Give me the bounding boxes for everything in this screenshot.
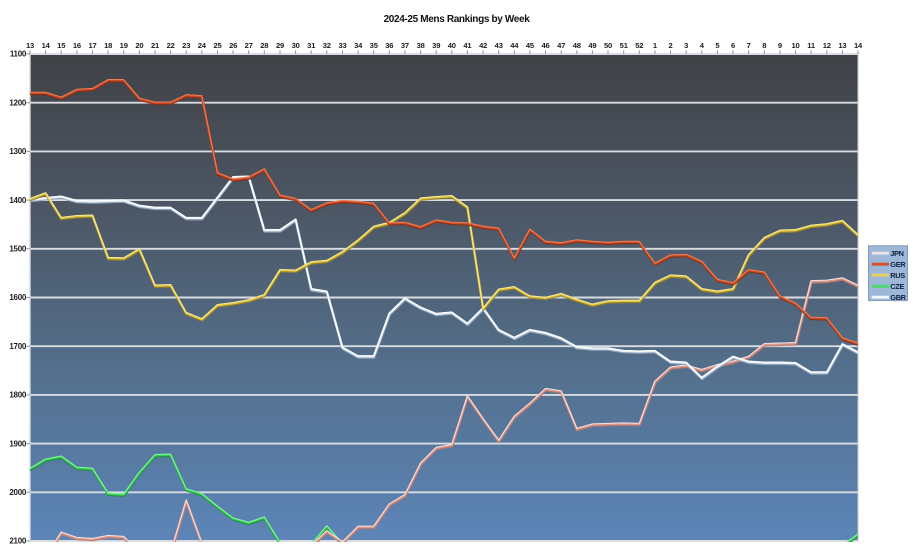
svg-text:3: 3: [684, 41, 688, 50]
svg-text:20: 20: [135, 41, 143, 50]
svg-text:29: 29: [276, 41, 284, 50]
svg-text:18: 18: [104, 41, 112, 50]
svg-text:JPN: JPN: [890, 249, 903, 258]
svg-text:32: 32: [323, 41, 331, 50]
svg-text:39: 39: [432, 41, 440, 50]
svg-text:47: 47: [557, 41, 565, 50]
svg-text:5: 5: [715, 41, 720, 50]
svg-text:49: 49: [588, 41, 596, 50]
svg-text:34: 34: [354, 41, 363, 50]
svg-text:25: 25: [213, 41, 222, 50]
svg-text:21: 21: [151, 41, 160, 50]
svg-text:22: 22: [167, 41, 175, 50]
svg-text:2000: 2000: [9, 488, 26, 497]
svg-text:8: 8: [762, 41, 766, 50]
svg-text:1300: 1300: [9, 147, 26, 156]
svg-text:28: 28: [260, 41, 268, 50]
svg-text:4: 4: [700, 41, 705, 50]
svg-text:13: 13: [26, 41, 34, 50]
svg-text:1600: 1600: [9, 293, 26, 302]
svg-text:31: 31: [307, 41, 316, 50]
svg-text:19: 19: [120, 41, 128, 50]
svg-text:10: 10: [791, 41, 799, 50]
svg-text:38: 38: [417, 41, 425, 50]
svg-text:30: 30: [292, 41, 300, 50]
svg-text:45: 45: [526, 41, 535, 50]
svg-text:RUS: RUS: [890, 271, 905, 280]
svg-text:40: 40: [448, 41, 456, 50]
svg-text:48: 48: [573, 41, 581, 50]
svg-text:14: 14: [42, 41, 51, 50]
svg-text:2: 2: [668, 41, 672, 50]
svg-text:36: 36: [385, 41, 393, 50]
svg-text:46: 46: [541, 41, 549, 50]
svg-text:1200: 1200: [9, 98, 26, 107]
svg-text:41: 41: [463, 41, 472, 50]
svg-text:2100: 2100: [9, 537, 26, 546]
svg-text:1900: 1900: [9, 439, 26, 448]
svg-text:37: 37: [401, 41, 409, 50]
svg-text:23: 23: [182, 41, 190, 50]
svg-text:14: 14: [854, 41, 863, 50]
svg-text:44: 44: [510, 41, 519, 50]
svg-text:1100: 1100: [10, 50, 27, 59]
svg-text:GBR: GBR: [890, 293, 906, 302]
svg-text:CZE: CZE: [890, 282, 904, 291]
svg-text:1700: 1700: [9, 342, 26, 351]
svg-text:17: 17: [88, 41, 96, 50]
svg-text:33: 33: [338, 41, 346, 50]
svg-text:1: 1: [653, 41, 658, 50]
svg-text:52: 52: [635, 41, 643, 50]
svg-text:27: 27: [245, 41, 253, 50]
svg-text:50: 50: [604, 41, 612, 50]
svg-text:15: 15: [57, 41, 66, 50]
svg-text:1500: 1500: [9, 245, 26, 254]
svg-text:1400: 1400: [9, 196, 26, 205]
svg-text:16: 16: [73, 41, 81, 50]
svg-text:24: 24: [198, 41, 207, 50]
svg-text:12: 12: [823, 41, 831, 50]
svg-text:9: 9: [778, 41, 782, 50]
svg-text:11: 11: [807, 41, 816, 50]
svg-text:1800: 1800: [9, 391, 26, 400]
svg-text:35: 35: [370, 41, 379, 50]
svg-text:GER: GER: [890, 260, 906, 269]
svg-text:6: 6: [731, 41, 735, 50]
svg-text:43: 43: [495, 41, 503, 50]
svg-text:7: 7: [747, 41, 751, 50]
svg-text:42: 42: [479, 41, 487, 50]
svg-text:51: 51: [620, 41, 629, 50]
svg-text:26: 26: [229, 41, 237, 50]
svg-text:13: 13: [838, 41, 846, 50]
